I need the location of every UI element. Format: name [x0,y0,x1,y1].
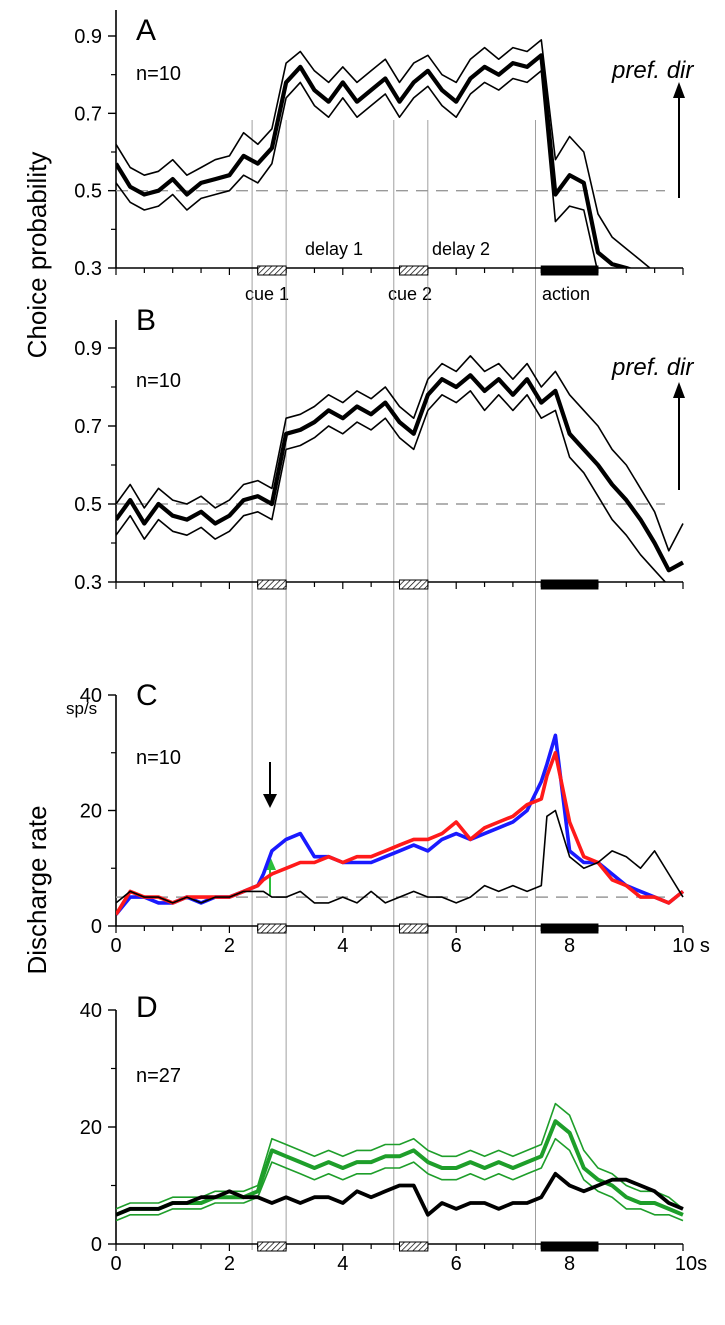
panel-a-epoch-bar-cue2 [399,265,429,276]
panel-d-series-green-upper [116,1102,684,1210]
panel-a-y-tick-label: 0.5 [74,181,102,203]
pref-dir-arrow-b-head [673,382,685,398]
epoch-label-cue1: cue 1 [245,284,289,304]
panel-c-n-label: n=10 [136,747,181,769]
panel-d-y-tick-label: 0 [91,1234,102,1256]
panel-a-y-tick-label: 0.7 [74,103,102,125]
panel-letter-a: A [136,14,156,47]
pref-dir-label-a: pref. dir [611,57,694,84]
panel-a-series-black-lower [116,70,598,268]
panel-c-epoch-bar-cue2 [399,923,429,934]
panel-b-series-black-upper [116,354,684,552]
panel-c-y-tick-label: 0 [91,916,102,938]
panel-d-x-tick-label: 0 [110,1253,121,1275]
panel-b-series-black-lower [116,390,683,582]
panel-a-series-black-upper [116,39,652,268]
panel-b-n-label: n=10 [136,370,181,392]
panel-d-epoch-bar-cue2 [399,1241,429,1252]
panel-c-series-blue-line [116,733,685,916]
panel-c-epoch-bar-cue1 [257,923,287,934]
panel-d-y-tick-label: 20 [80,1117,102,1139]
panel-a-y-tick-label: 0.9 [74,26,102,48]
panel-d-series-green-lower [116,1137,684,1222]
panel-c-y-tick-label: 40 [80,685,102,707]
panel-d-x-tick-label: 10s [675,1253,707,1275]
panel-d-y-tick-label: 40 [80,1000,102,1022]
epoch-label-delay1: delay 1 [305,239,363,259]
panel-d-epoch-bar-cue1 [257,1241,287,1252]
y-axis-title-discharge-rate: Discharge rate [22,805,52,974]
panel-d-x-tick-label: 8 [564,1253,575,1275]
panel-c-x-tick-label: 4 [337,935,348,957]
panel-c-unit-label: sp/s [66,699,97,718]
panel-a-series-black-mean [116,53,633,268]
panel-c-y-tick-label: 20 [80,801,102,823]
onset-arrow-black-head [263,794,277,808]
panel-b-epoch-bar-action [540,579,599,590]
panel-a-y-tick-label: 0.3 [74,258,102,280]
panel-c-x-tick-label: 6 [451,935,462,957]
panel-c-series-red-line [116,750,685,916]
panel-c-x-tick-label: 10 s [672,935,710,957]
epoch-label-cue2: cue 2 [388,284,432,304]
panel-b-y-tick-label: 0.5 [74,494,102,516]
pref-dir-label-b: pref. dir [611,354,694,381]
panel-a-epoch-bar-action [540,265,599,276]
panel-letter-b: B [136,304,156,337]
epoch-label-delay2: delay 2 [432,239,490,259]
panel-c-x-tick-label: 0 [110,935,121,957]
panel-letter-d: D [136,991,158,1024]
panel-d-epoch-bar-action [540,1241,599,1252]
panel-a-epoch-bar-cue1 [257,265,287,276]
panel-d-x-tick-label: 6 [451,1253,462,1275]
panel-b-epoch-bar-cue1 [257,579,287,590]
panel-d-n-label: n=27 [136,1065,181,1087]
panel-c-series-black-line [116,809,684,904]
epoch-label-action: action [542,284,590,304]
pref-dir-arrow-a-head [673,82,685,98]
y-axis-title-choice-probability: Choice probability [22,152,52,359]
panel-b-series-black-mean [116,373,685,573]
panel-d-x-tick-label: 4 [337,1253,348,1275]
panel-b-y-tick-label: 0.9 [74,338,102,360]
panel-d-series-green-mean [116,1119,684,1217]
panel-b-epoch-bar-cue2 [399,579,429,590]
panel-d-series-black-line [116,1171,684,1217]
panel-d-x-tick-label: 2 [224,1253,235,1275]
panel-b-y-tick-label: 0.3 [74,572,102,594]
panel-letter-c: C [136,679,158,712]
panel-c-x-tick-label: 8 [564,935,575,957]
panel-a-n-label: n=10 [136,63,181,85]
panel-c-x-tick-label: 2 [224,935,235,957]
panel-b-y-tick-label: 0.7 [74,416,102,438]
panel-c-epoch-bar-action [540,923,599,934]
